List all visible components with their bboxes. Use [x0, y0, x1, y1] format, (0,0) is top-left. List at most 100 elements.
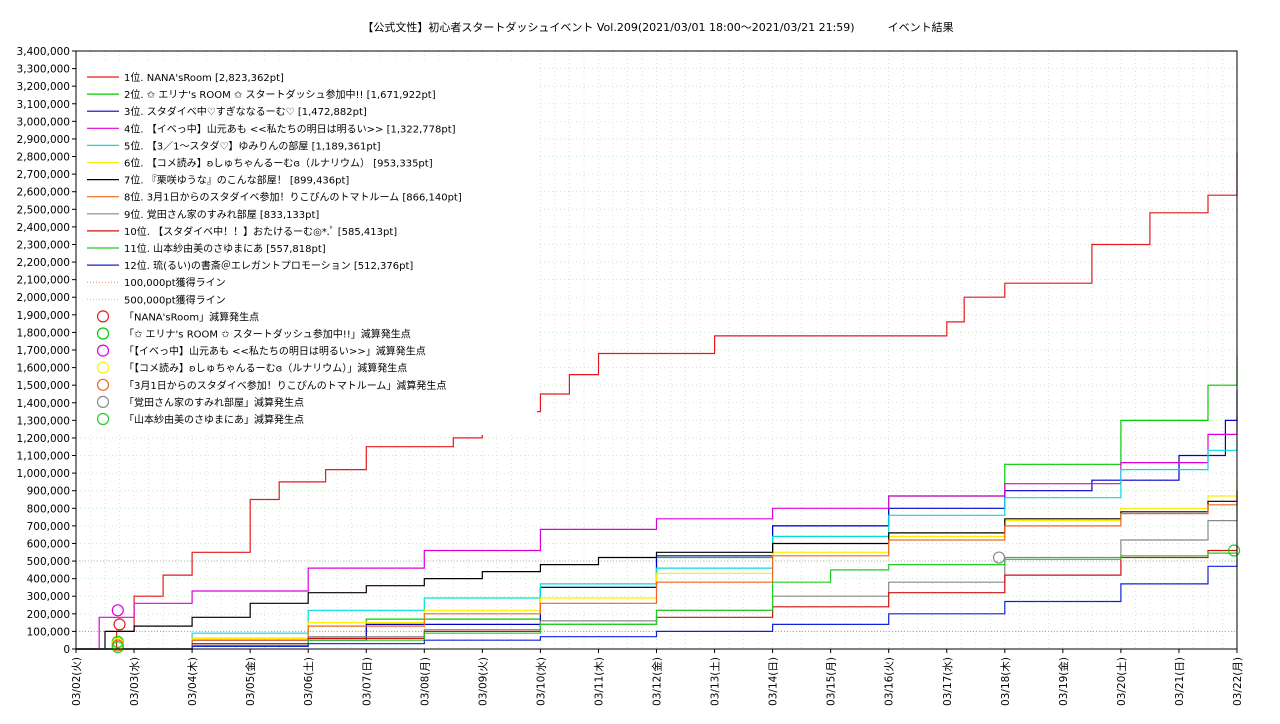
y-tick-label: 3,400,000 [17, 46, 70, 58]
x-tick-label: 03/08(月) [419, 657, 431, 706]
chart-title: 【公式文性】初心者スタートダッシュイベント Vol.209(2021/03/01… [362, 20, 953, 34]
legend-entry: 12位. 琉(るい)の書斎＠エレガントプロモーション [512,376pt] [124, 259, 413, 272]
series-layer [76, 152, 1238, 650]
x-tick-label: 03/16(火) [884, 657, 896, 706]
y-tick-label: 2,200,000 [17, 257, 70, 269]
x-tick-label: 03/12(金) [651, 657, 664, 706]
x-tick-label: 03/05(金) [244, 657, 257, 706]
legend-entry: 500,000pt獲得ライン [124, 293, 226, 306]
legend-entry: 3位. スタダイベ中♡すぎななるーむ♡ [1,472,882pt] [124, 105, 367, 118]
subtraction-point-marker [111, 641, 124, 654]
legend-swatch-circle [96, 310, 110, 323]
legend-entry: 「NANA'sRoom」減算発生点 [124, 310, 259, 323]
y-tick-label: 3,200,000 [17, 81, 70, 93]
series-line-7 [76, 490, 1238, 650]
legend-entry: 11位. 山本紗由美のさゆまにあ [557,818pt] [124, 242, 326, 255]
y-tick-label: 1,300,000 [17, 415, 70, 427]
y-tick-label: 2,400,000 [17, 222, 70, 234]
legend-entry: 5位. 【3／1〜スタダ♡】ゆみりんの部屋 [1,189,361pt] [124, 139, 381, 152]
x-tick-label: 03/14(日) [768, 657, 780, 706]
y-tick-label: 3,000,000 [17, 116, 70, 128]
x-tick-label: 03/02(火) [71, 657, 83, 706]
y-tick-label: 2,900,000 [17, 134, 70, 146]
y-tick-label: 800,000 [27, 503, 70, 515]
x-tick-label: 03/03(水) [129, 657, 141, 706]
legend-entry: 9位. 覚田さん家のすみれ部屋 [833,133pt] [124, 208, 319, 221]
x-tick-label: 03/10(水) [535, 657, 547, 706]
y-tick-label: 500,000 [27, 556, 70, 568]
x-tick-label: 03/21(日) [1174, 657, 1186, 706]
x-tick-label: 03/07(日) [361, 657, 373, 706]
x-tick-label: 03/22(月) [1232, 657, 1244, 706]
y-tick-label: 1,600,000 [17, 363, 70, 375]
x-tick-label: 03/11(木) [593, 657, 605, 706]
y-tick-label: 700,000 [27, 521, 70, 533]
legend-background [77, 63, 537, 435]
x-tick-label: 03/13(土) [709, 657, 722, 706]
legend-entry: 6位. 【コメ読み】ʚしゅちゃんるーむɞ（ルナリウム） [953,335pt] [124, 157, 433, 170]
x-tick-label: 03/20(土) [1115, 657, 1128, 706]
legend-entry: 「【イベっ中】山元あも <<私たちの明日は明るい>>」減算発生点 [124, 345, 426, 358]
y-tick-label: 2,600,000 [17, 187, 70, 199]
marker-points-layer [111, 544, 1241, 654]
series-line-1 [76, 152, 1238, 650]
legend-entry: 4位. 【イベっ中】山元あも <<私たちの明日は明るい>> [1,322,778… [124, 122, 456, 135]
y-tick-label: 2,500,000 [17, 204, 70, 216]
y-tick-label: 1,200,000 [17, 433, 70, 445]
legend-entry: 2位. ✩ エリナ's ROOM ✩ スタートダッシュ参加中!! [1,671,… [124, 88, 436, 101]
legend-entry: 7位. 『栗咲ゆうな』のこんな部屋！ [899,436pt] [124, 174, 349, 187]
axis-layer: 0 100,000 200,000 300,000 400,000 500,000 600,… [17, 46, 1244, 706]
x-tick-label: 03/18(木) [1000, 657, 1012, 706]
y-tick-label: 900,000 [27, 486, 70, 498]
legend-swatch-circle [96, 327, 110, 340]
y-tick-label: 600,000 [27, 538, 70, 550]
y-tick-label: 1,100,000 [17, 451, 70, 463]
legend-entry: 「3月1日からのスタダイベ参加！りこぴんのトマトルーム」減算発生点 [124, 379, 446, 392]
y-tick-label: 1,500,000 [17, 380, 70, 392]
y-tick-label: 2,800,000 [17, 152, 70, 164]
x-tick-label: 03/09(火) [477, 657, 489, 706]
subtraction-point-marker [113, 618, 126, 631]
series-line-12 [76, 558, 1238, 650]
y-tick-label: 1,700,000 [17, 345, 70, 357]
x-tick-label: 03/15(月) [826, 657, 838, 706]
x-tick-label: 03/04(木) [187, 657, 199, 706]
y-tick-label: 3,300,000 [17, 64, 70, 76]
y-tick-label: 1,900,000 [17, 310, 70, 322]
y-tick-label: 1,400,000 [17, 398, 70, 410]
subtraction-point-marker [992, 551, 1006, 564]
legend-swatch-circle [96, 344, 110, 357]
legend-entry: 「山本紗由美のさゆまにあ」減算発生点 [124, 413, 304, 426]
x-tick-label: 03/19(金) [1057, 657, 1070, 706]
y-tick-label: 1,800,000 [17, 327, 70, 339]
legend-entry: 100,000pt獲得ライン [124, 276, 226, 289]
legend-swatch-circle [96, 378, 110, 391]
y-tick-label: 2,700,000 [17, 169, 70, 181]
subtraction-point-marker [1227, 544, 1241, 557]
y-tick-label: 300,000 [27, 591, 70, 603]
legend-entry: 10位. 【スタダイベ中！！】おたけるーむ◎*.ﾟ [585,413pt] [124, 225, 397, 238]
legend-swatch-circle [96, 412, 110, 426]
legend-entry: 8位. 3月1日からのスタダイベ参加！りこぴんのトマトルーム [866,140p… [124, 191, 462, 204]
legend-entry: 「【コメ読み】ʚしゅちゃんるーむɞ（ルナリウム）」減算発生点 [124, 362, 407, 375]
y-tick-label: 2,300,000 [17, 239, 70, 251]
y-tick-label: 400,000 [27, 574, 70, 586]
legend-entry: 「✩ エリナ's ROOM ✩ スタートダッシュ参加中!!」減算発生点 [124, 328, 411, 341]
x-tick-label: 03/06(土) [302, 657, 315, 706]
y-tick-label: 1,000,000 [17, 468, 70, 480]
legend: 1位. NANA'sRoom [2,823,362pt] 2位. ✩ エリナ's … [77, 63, 537, 435]
y-tick-label: 2,100,000 [17, 275, 70, 287]
series-line-11 [76, 550, 1238, 650]
legend-entry: 1位. NANA'sRoom [2,823,362pt] [124, 71, 284, 84]
legend-swatch-circle [96, 361, 110, 374]
y-tick-label: 3,100,000 [17, 99, 70, 111]
y-tick-label: 2,000,000 [17, 292, 70, 304]
subtraction-point-marker [111, 604, 124, 617]
y-tick-label: 100,000 [27, 626, 70, 638]
x-tick-label: 03/17(水) [942, 657, 954, 706]
y-tick-label: 200,000 [27, 609, 70, 621]
y-tick-label: 0 [63, 644, 70, 656]
legend-swatch-circle [96, 395, 110, 408]
